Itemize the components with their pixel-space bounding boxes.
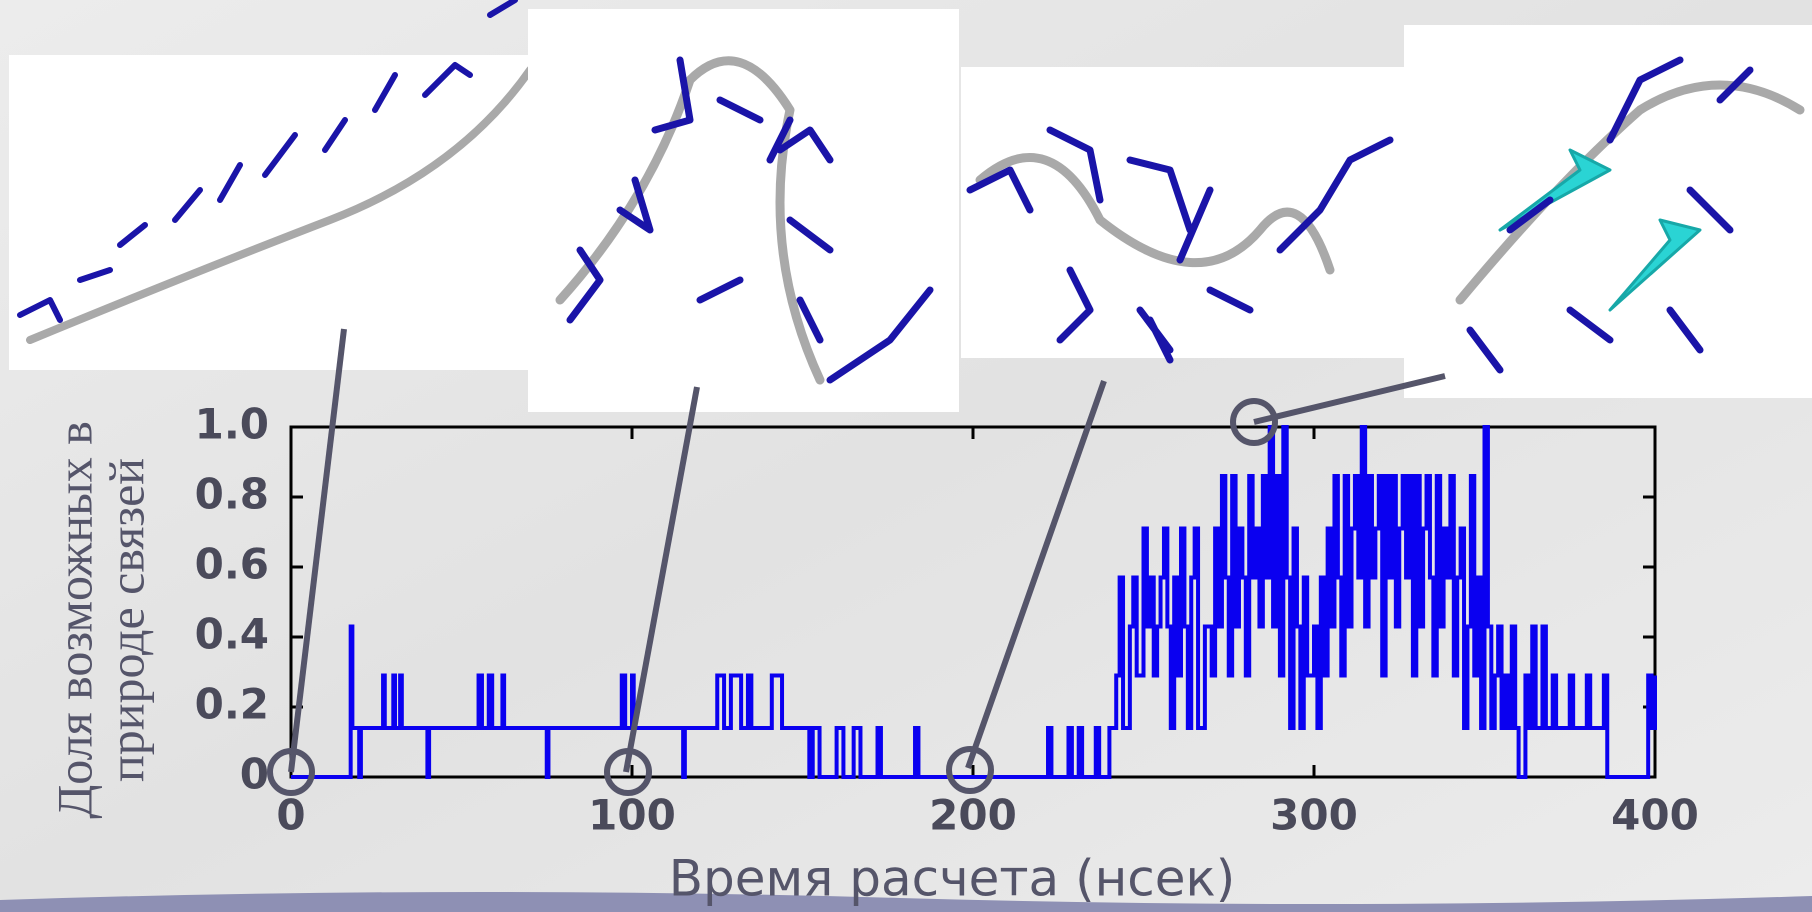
y-tick-label: 0 [240,750,269,799]
x-tick-label: 100 [588,791,676,840]
y-tick-label: 1.0 [195,400,269,449]
y-tick-label: 0.4 [195,610,269,659]
y-axis-label: Доля возможных в [46,421,102,819]
x-tick-label: 400 [1611,791,1699,840]
x-tick-label: 300 [1270,791,1358,840]
molecule-images [9,0,1812,412]
x-tick-label: 0 [276,791,305,840]
molecule-image [528,9,959,412]
x-axis-label: Время расчета (нсек) [669,850,1235,908]
molecule-image [9,55,531,370]
y-tick-label: 0.6 [195,540,269,589]
x-tick-label: 200 [929,791,1017,840]
y-tick-label: 0.2 [195,680,269,729]
molecule-image [961,67,1450,358]
slide: Доля возможных в природе связей Время ра… [0,0,1812,912]
y-tick-label: 0.8 [195,470,269,519]
y-axis-label: природе связей [98,458,154,782]
